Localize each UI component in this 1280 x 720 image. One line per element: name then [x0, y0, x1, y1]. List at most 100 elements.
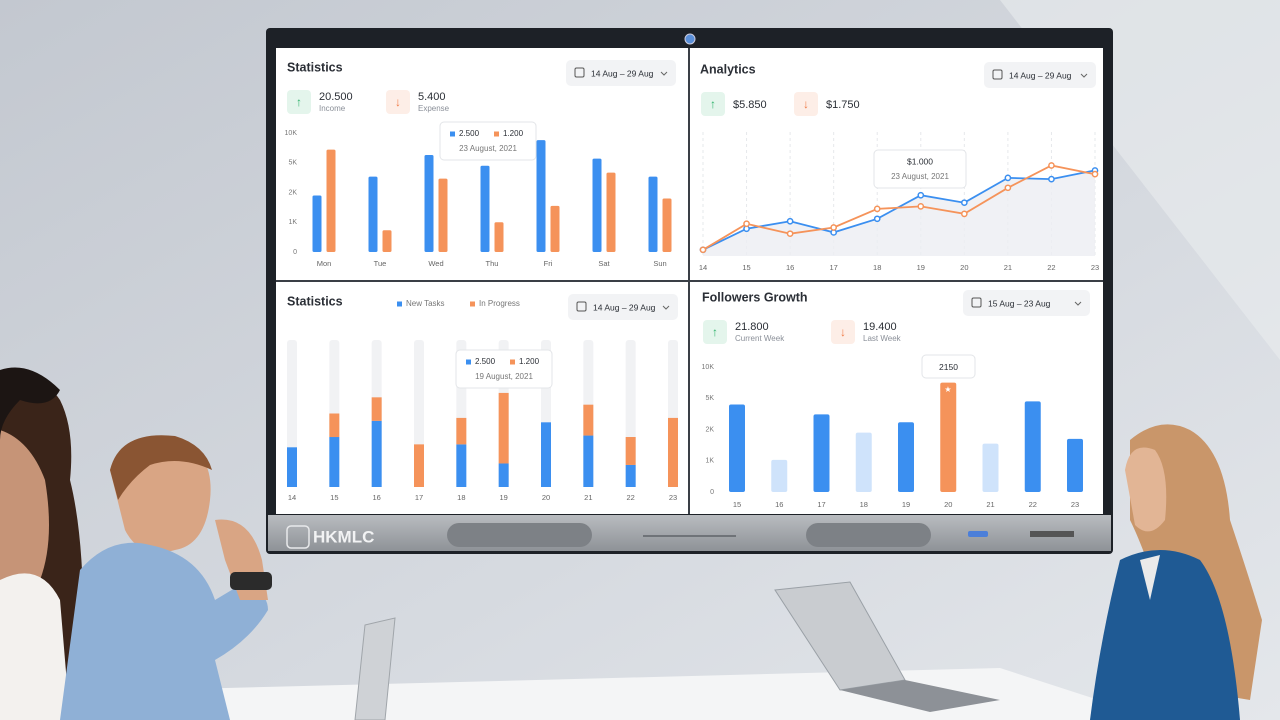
point [873, 205, 881, 213]
watch [230, 572, 272, 590]
date-range: 14 Aug – 29 Aug [593, 302, 656, 312]
point [1048, 175, 1055, 183]
x-tick-label: Sun [653, 259, 666, 268]
stat-label: Last Week [863, 334, 902, 343]
stat-icon-bg [831, 320, 855, 344]
x-tick-label: Sat [598, 259, 610, 268]
point [960, 210, 968, 218]
date-picker[interactable] [566, 60, 676, 86]
laptop [354, 617, 396, 720]
bar [662, 198, 672, 252]
stat-value: 20.500 [319, 91, 353, 103]
ports [1030, 531, 1074, 537]
line [702, 164, 1096, 251]
stat-icon: ↓ [395, 95, 401, 109]
bar [1067, 438, 1083, 492]
button [968, 531, 988, 537]
y-tick-label: 2K [705, 426, 714, 433]
stat-value: 19.400 [863, 321, 897, 333]
stat-icon: ↑ [712, 325, 718, 339]
x-tick-label: 19 [917, 263, 925, 272]
stat-icon: ↑ [710, 97, 716, 111]
bar [494, 222, 504, 252]
point [873, 215, 881, 223]
date-range: 14 Aug – 29 Aug [591, 68, 654, 78]
bar [898, 422, 914, 492]
bar-segment [414, 444, 424, 487]
bar [813, 414, 830, 492]
stat-icon-bg [703, 320, 727, 344]
bar [424, 155, 434, 252]
stat-value: $1.750 [826, 99, 860, 111]
chevron [660, 71, 668, 76]
camera [684, 33, 696, 45]
person-hair [110, 435, 212, 500]
tooltip-value: $1.000 [907, 156, 933, 166]
x-tick-label: 16 [775, 500, 783, 509]
bar [382, 230, 392, 252]
x-tick-label: 16 [786, 263, 794, 272]
bar-segment [498, 392, 509, 464]
person-blazer [1090, 550, 1240, 720]
calendar-icon [576, 301, 587, 312]
x-tick-label: 18 [457, 493, 465, 502]
tooltip-swatch [494, 131, 499, 137]
legend-swatch [470, 301, 475, 307]
y-tick-label: 1K [705, 458, 714, 465]
tooltip-value: 2150 [939, 362, 958, 372]
brand: HKMLC [313, 527, 374, 546]
bar-segment [583, 435, 594, 487]
calendar-icon [574, 67, 585, 78]
x-tick-label: Tue [374, 259, 387, 268]
panel-title: Statistics [287, 294, 343, 308]
stat-icon-bg [701, 92, 725, 116]
calendar-icon [992, 69, 1003, 80]
speaker [806, 523, 931, 547]
person-shirt [0, 573, 70, 720]
bar [326, 149, 336, 252]
x-tick-label: 21 [584, 493, 592, 502]
chevron [662, 305, 670, 310]
laptop-base [840, 680, 1000, 712]
y-tick-label: 2K [288, 189, 297, 196]
x-tick-label: 16 [372, 493, 380, 502]
date-picker[interactable] [963, 290, 1090, 316]
stat-label: Current Week [735, 334, 785, 343]
bar-segment [583, 404, 594, 436]
x-tick-label: 20 [944, 500, 952, 509]
x-tick-label: 17 [817, 500, 825, 509]
x-tick-label: 17 [829, 263, 837, 272]
point [743, 220, 750, 228]
stat-icon-bg [794, 92, 818, 116]
bar [982, 443, 999, 492]
tooltip [439, 121, 537, 161]
bar-segment [541, 422, 551, 487]
x-tick-label: 20 [542, 493, 550, 502]
tooltip-swatch [450, 131, 455, 137]
point [1004, 174, 1012, 182]
bar-segment [668, 417, 678, 487]
x-tick-label: 19 [499, 493, 507, 502]
x-tick-label: 22 [626, 493, 634, 502]
person-face [1125, 447, 1167, 532]
calendar-icon [971, 297, 982, 308]
x-tick-label: 15 [742, 263, 750, 272]
bar [550, 205, 560, 252]
date-picker[interactable] [568, 294, 678, 320]
panel-title: Statistics [287, 60, 343, 74]
date-picker[interactable] [984, 62, 1096, 88]
bar [940, 382, 957, 492]
date-range: 14 Aug – 29 Aug [1009, 70, 1072, 80]
legend-label: In Progress [479, 299, 520, 308]
y-tick-label: 0 [710, 489, 714, 496]
date-range: 15 Aug – 23 Aug [988, 298, 1051, 308]
person-shirt [60, 542, 268, 720]
bar [480, 165, 490, 252]
logo [286, 525, 310, 549]
stat-value: 21.800 [735, 321, 769, 333]
tooltip [921, 354, 976, 379]
person-shirt [1140, 555, 1160, 600]
x-tick-label: 18 [860, 500, 868, 509]
stat-icon-bg [287, 90, 311, 114]
x-tick-label: Thu [486, 259, 499, 268]
